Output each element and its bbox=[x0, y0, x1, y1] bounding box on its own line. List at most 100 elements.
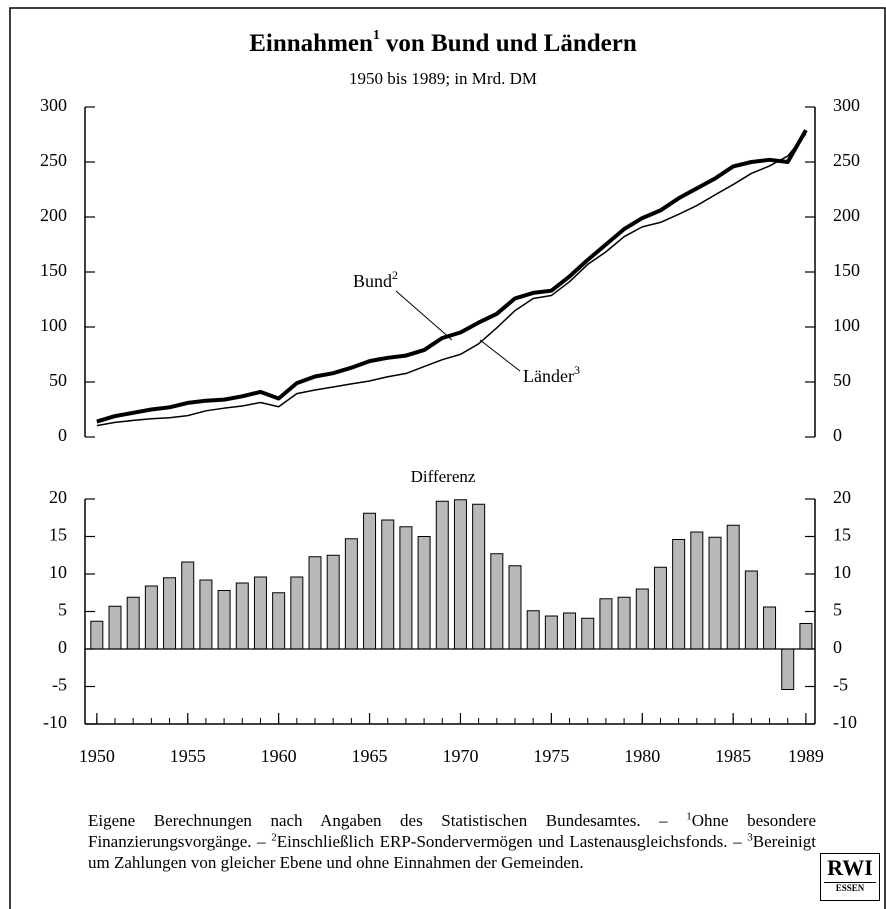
series-label: Bund2 bbox=[353, 268, 398, 291]
x-tick-label: 1965 bbox=[352, 746, 388, 766]
bar bbox=[290, 576, 304, 650]
y-tick-label: 200 bbox=[40, 205, 67, 225]
bar bbox=[526, 610, 540, 650]
footnote-text: Eigene Berechnungen nach Angaben des Sta… bbox=[88, 811, 687, 830]
y-tick-label: 250 bbox=[40, 150, 67, 170]
bar bbox=[672, 539, 686, 650]
logo-name: RWI bbox=[827, 855, 873, 880]
x-tick-label: 1950 bbox=[79, 746, 115, 766]
y-tick-label-right: 20 bbox=[833, 487, 851, 507]
y-tick-label: 15 bbox=[49, 525, 67, 545]
bar bbox=[417, 536, 431, 650]
footnote-mark: 2 bbox=[271, 831, 277, 844]
y-tick-label-right: 150 bbox=[833, 260, 860, 280]
bar bbox=[635, 588, 649, 650]
series-name: Länder bbox=[523, 366, 574, 386]
x-tick-label: 1989 bbox=[788, 746, 824, 766]
bar bbox=[253, 576, 267, 650]
bar bbox=[199, 579, 213, 650]
line-0 bbox=[96, 129, 808, 424]
x-tick-label: 1970 bbox=[442, 746, 478, 766]
y-tick-label-right: 300 bbox=[833, 95, 860, 115]
footnote-text: Bereinigt um Zahlungen von gleicher Eben… bbox=[88, 832, 816, 872]
bar bbox=[308, 556, 322, 650]
leader-line bbox=[395, 290, 453, 341]
bar bbox=[90, 620, 104, 650]
y-tick-label-right: 10 bbox=[833, 562, 851, 582]
bar bbox=[181, 561, 195, 650]
bar bbox=[126, 596, 140, 650]
panel-title: Differenz bbox=[411, 467, 476, 486]
x-tick-label: 1955 bbox=[170, 746, 206, 766]
y-tick-label-right: 0 bbox=[833, 425, 842, 445]
leader-line bbox=[479, 339, 521, 372]
bar bbox=[490, 553, 504, 650]
x-tick-label: 1960 bbox=[261, 746, 297, 766]
y-tick-label: 150 bbox=[40, 260, 67, 280]
bar bbox=[435, 500, 449, 650]
bar bbox=[472, 503, 486, 650]
bar bbox=[617, 596, 631, 650]
chart-title: Einnahmen1 von Bund und Ländern bbox=[249, 28, 637, 57]
y-tick-label: 0 bbox=[58, 425, 67, 445]
logo: RWI ESSEN bbox=[820, 853, 880, 901]
y-tick-label-right: -5 bbox=[833, 675, 848, 695]
bar bbox=[508, 565, 522, 650]
x-tick-label: 1980 bbox=[624, 746, 660, 766]
y-tick-label-right: 100 bbox=[833, 315, 860, 335]
bar bbox=[799, 623, 813, 650]
bar bbox=[726, 524, 740, 650]
footnote-mark: 1 bbox=[686, 810, 692, 823]
title-main: Einnahmen bbox=[249, 30, 373, 57]
series-name: Bund bbox=[353, 271, 392, 291]
bar bbox=[744, 570, 758, 650]
bar bbox=[381, 519, 395, 650]
y-tick-label-right: 200 bbox=[833, 205, 860, 225]
title-rest: von Bund und Ländern bbox=[386, 30, 637, 57]
bar bbox=[344, 538, 358, 650]
bar bbox=[544, 615, 558, 650]
bar bbox=[453, 499, 467, 650]
line-1 bbox=[96, 133, 807, 427]
bar bbox=[399, 526, 413, 650]
y-tick-label-right: 50 bbox=[833, 370, 851, 390]
footnote-mark: 3 bbox=[747, 831, 753, 844]
bar bbox=[563, 612, 577, 650]
bar bbox=[781, 648, 795, 690]
y-tick-label: 0 bbox=[58, 637, 67, 657]
y-tick-label: 20 bbox=[49, 487, 67, 507]
series-note: 2 bbox=[392, 268, 398, 282]
y-tick-label: 300 bbox=[40, 95, 67, 115]
x-tick-label: 1975 bbox=[533, 746, 569, 766]
y-tick-label-right: -10 bbox=[833, 712, 857, 732]
footnote-text: Ohne besondere Finanzierungsvorgänge. – bbox=[88, 811, 816, 851]
footnote-text: Einschließlich ERP-Sondervermögen und La… bbox=[276, 832, 748, 851]
footnote: Eigene Berechnungen nach Angaben des Sta… bbox=[88, 810, 816, 873]
y-tick-label: 5 bbox=[58, 600, 67, 620]
bar bbox=[708, 536, 722, 650]
y-tick-label-right: 250 bbox=[833, 150, 860, 170]
y-tick-label: 50 bbox=[49, 370, 67, 390]
bar bbox=[581, 617, 595, 650]
x-tick-label: 1985 bbox=[715, 746, 751, 766]
bar bbox=[690, 531, 704, 650]
title-note: 1 bbox=[373, 28, 380, 43]
bar bbox=[235, 582, 249, 650]
bar bbox=[163, 577, 177, 650]
y-tick-label: -10 bbox=[43, 712, 67, 732]
y-tick-label-right: 5 bbox=[833, 600, 842, 620]
series-note: 3 bbox=[574, 363, 580, 377]
bar bbox=[108, 605, 122, 650]
bar bbox=[363, 512, 377, 650]
logo-city: ESSEN bbox=[824, 882, 876, 893]
y-tick-label-right: 0 bbox=[833, 637, 842, 657]
y-tick-label: 10 bbox=[49, 562, 67, 582]
y-tick-label-right: 15 bbox=[833, 525, 851, 545]
series-label: Länder3 bbox=[523, 363, 580, 386]
bar bbox=[144, 585, 158, 650]
bar bbox=[599, 598, 613, 650]
frame bbox=[9, 7, 886, 909]
bar bbox=[326, 554, 340, 650]
